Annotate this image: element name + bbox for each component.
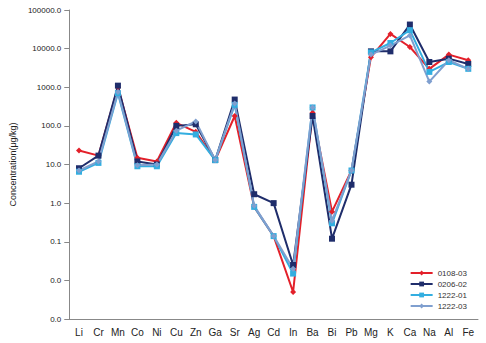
- svg-text:Co: Co: [131, 327, 144, 338]
- svg-text:Ba: Ba: [306, 327, 319, 338]
- svg-text:Al: Al: [444, 327, 453, 338]
- svg-text:Cr: Cr: [93, 327, 104, 338]
- svg-text:Li: Li: [75, 327, 83, 338]
- svg-text:1222-01: 1222-01: [438, 291, 468, 300]
- svg-text:10.0: 10.0: [46, 160, 62, 169]
- svg-text:K: K: [387, 327, 394, 338]
- svg-text:0108-03: 0108-03: [438, 269, 468, 278]
- svg-text:0.0: 0.0: [50, 276, 62, 285]
- svg-text:Zn: Zn: [190, 327, 202, 338]
- svg-text:Cd: Cd: [267, 327, 280, 338]
- svg-text:Na: Na: [423, 327, 436, 338]
- svg-text:Mg: Mg: [364, 327, 378, 338]
- svg-text:0.0: 0.0: [50, 315, 62, 324]
- svg-text:0206-02: 0206-02: [438, 280, 468, 289]
- svg-text:100000.0: 100000.0: [28, 6, 62, 15]
- svg-text:1.0: 1.0: [50, 199, 62, 208]
- svg-text:0.1: 0.1: [50, 237, 62, 246]
- svg-text:100.0: 100.0: [41, 121, 62, 130]
- svg-text:In: In: [289, 327, 297, 338]
- svg-text:1222-03: 1222-03: [438, 302, 468, 311]
- svg-text:Ag: Ag: [248, 327, 260, 338]
- svg-text:Ni: Ni: [152, 327, 161, 338]
- svg-text:Ga: Ga: [209, 327, 223, 338]
- svg-text:Cu: Cu: [170, 327, 183, 338]
- svg-text:Fe: Fe: [462, 327, 474, 338]
- svg-text:Concentration(μg/kg): Concentration(μg/kg): [8, 122, 18, 206]
- svg-text:Sr: Sr: [230, 327, 241, 338]
- svg-text:Pb: Pb: [345, 327, 358, 338]
- svg-text:Ca: Ca: [403, 327, 416, 338]
- svg-text:Bi: Bi: [328, 327, 337, 338]
- svg-text:1000.0: 1000.0: [37, 83, 62, 92]
- svg-text:Mn: Mn: [111, 327, 125, 338]
- svg-text:10000.0: 10000.0: [32, 44, 61, 53]
